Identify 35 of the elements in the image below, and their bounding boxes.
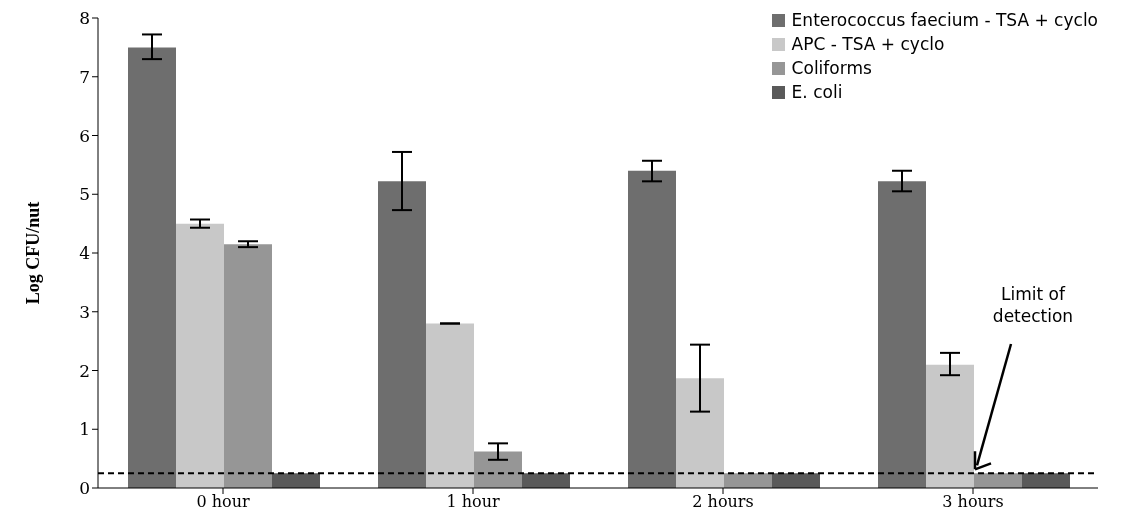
bar [772,473,820,488]
bar [378,181,426,488]
bar [1022,473,1070,488]
annotation: Limit of detection [992,284,1074,326]
bar [176,223,224,488]
y-tick-label: 5 [79,184,90,205]
bar [474,451,522,488]
bar [724,473,772,488]
bar [128,47,176,488]
y-tick-label: 6 [79,125,90,146]
bar [974,473,1022,488]
y-tick-label: 0 [79,478,90,499]
legend-label: Enterococcus faecium - TSA + cyclo [791,9,1098,32]
y-tick-label: 4 [79,243,90,264]
x-tick-label: 1 hour [446,492,500,512]
x-tick-label: 3 hours [942,492,1004,512]
bar [676,378,724,488]
bar [628,170,676,488]
y-tick-label: 8 [79,8,90,29]
x-tick-label: 0 hour [196,492,250,512]
y-tick-label: 2 [79,360,90,381]
bar [426,323,474,488]
y-tick-label: 1 [79,419,90,440]
bar [926,364,974,488]
y-tick-label: 3 [79,301,90,322]
y-tick-label: 7 [79,66,90,87]
bar [878,181,926,488]
legend-label: APC - TSA + cyclo [791,33,945,56]
legend-label: E. coli [791,81,843,104]
bar [272,473,320,488]
x-tick-label: 2 hours [692,492,754,512]
bar [224,244,272,488]
y-axis-title: Log CFU/nut [23,201,44,305]
bar [522,473,570,488]
legend-label: Coliforms [791,57,872,80]
